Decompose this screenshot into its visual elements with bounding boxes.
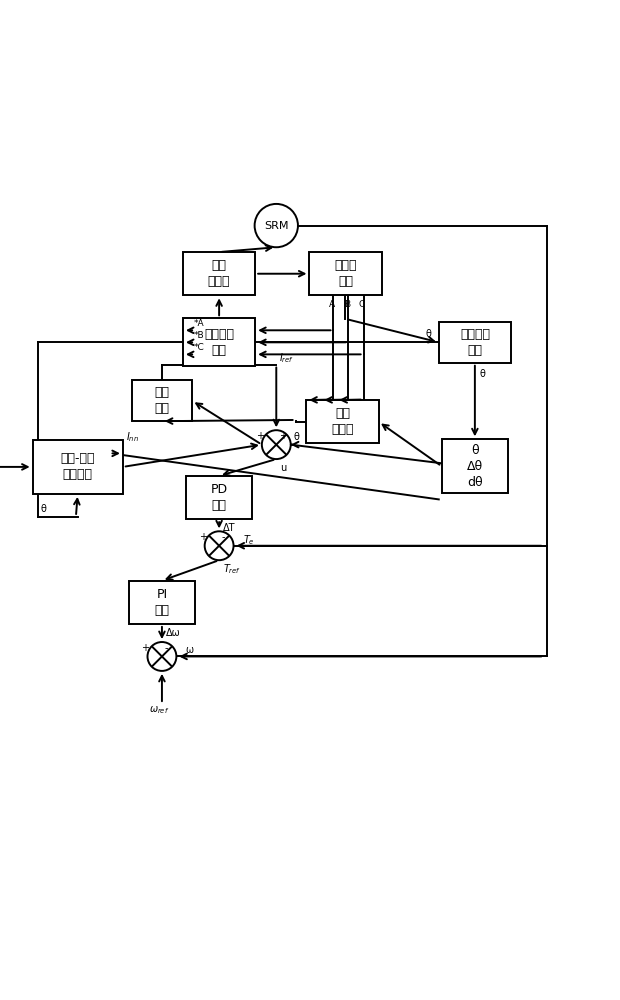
Text: θ: θ <box>41 504 47 514</box>
Bar <box>183 318 255 366</box>
Text: *A: *A <box>194 319 205 328</box>
Text: $ω_{ref}$: $ω_{ref}$ <box>149 704 169 716</box>
Bar <box>306 400 379 443</box>
Text: *C: *C <box>194 343 205 352</box>
Text: 转矩-电流
神经网络: 转矩-电流 神经网络 <box>60 452 95 481</box>
Text: -: - <box>164 643 168 653</box>
Text: θ: θ <box>480 369 485 379</box>
Bar <box>183 252 255 295</box>
Text: $T_{ref}$: $T_{ref}$ <box>223 562 241 576</box>
Text: +: + <box>279 431 286 441</box>
Text: ΔT: ΔT <box>223 523 235 533</box>
Circle shape <box>205 531 234 560</box>
Text: 电流滞环
控制: 电流滞环 控制 <box>204 328 234 357</box>
Bar <box>439 322 511 363</box>
Text: ω: ω <box>185 645 193 655</box>
Bar <box>129 581 195 624</box>
Bar <box>186 476 252 519</box>
Text: *B: *B <box>194 331 205 340</box>
Text: SRM: SRM <box>264 221 288 231</box>
Text: Δω: Δω <box>166 628 180 638</box>
Text: $I_{nn}$: $I_{nn}$ <box>126 431 139 444</box>
Bar <box>33 440 123 494</box>
Bar <box>442 439 508 493</box>
Circle shape <box>148 642 176 671</box>
Circle shape <box>255 204 298 247</box>
Text: θ: θ <box>425 329 432 339</box>
Text: PI
调速: PI 调速 <box>154 588 169 617</box>
Text: $T_e$: $T_e$ <box>242 533 254 547</box>
Text: A: A <box>329 300 335 309</box>
Text: u: u <box>280 463 286 473</box>
Text: +: + <box>141 643 149 653</box>
Text: 功率
变换器: 功率 变换器 <box>208 259 231 288</box>
Bar <box>132 380 192 421</box>
Text: 转子位置
检测: 转子位置 检测 <box>460 328 490 357</box>
Text: θ
Δθ
dθ: θ Δθ dθ <box>467 444 483 489</box>
Text: +: + <box>198 532 206 542</box>
Text: PD
控制: PD 控制 <box>211 483 228 512</box>
Text: B: B <box>343 300 350 309</box>
Text: 电流
分配: 电流 分配 <box>154 386 169 415</box>
Text: +: + <box>256 431 264 441</box>
Text: θ: θ <box>293 432 299 442</box>
Circle shape <box>262 430 291 459</box>
Text: -: - <box>221 532 225 542</box>
Text: 相电流
检测: 相电流 检测 <box>334 259 356 288</box>
Text: 转矩
特性表: 转矩 特性表 <box>331 407 354 436</box>
Bar <box>309 252 381 295</box>
Text: $I_{ref}$: $I_{ref}$ <box>279 351 294 365</box>
Text: C: C <box>359 300 365 309</box>
